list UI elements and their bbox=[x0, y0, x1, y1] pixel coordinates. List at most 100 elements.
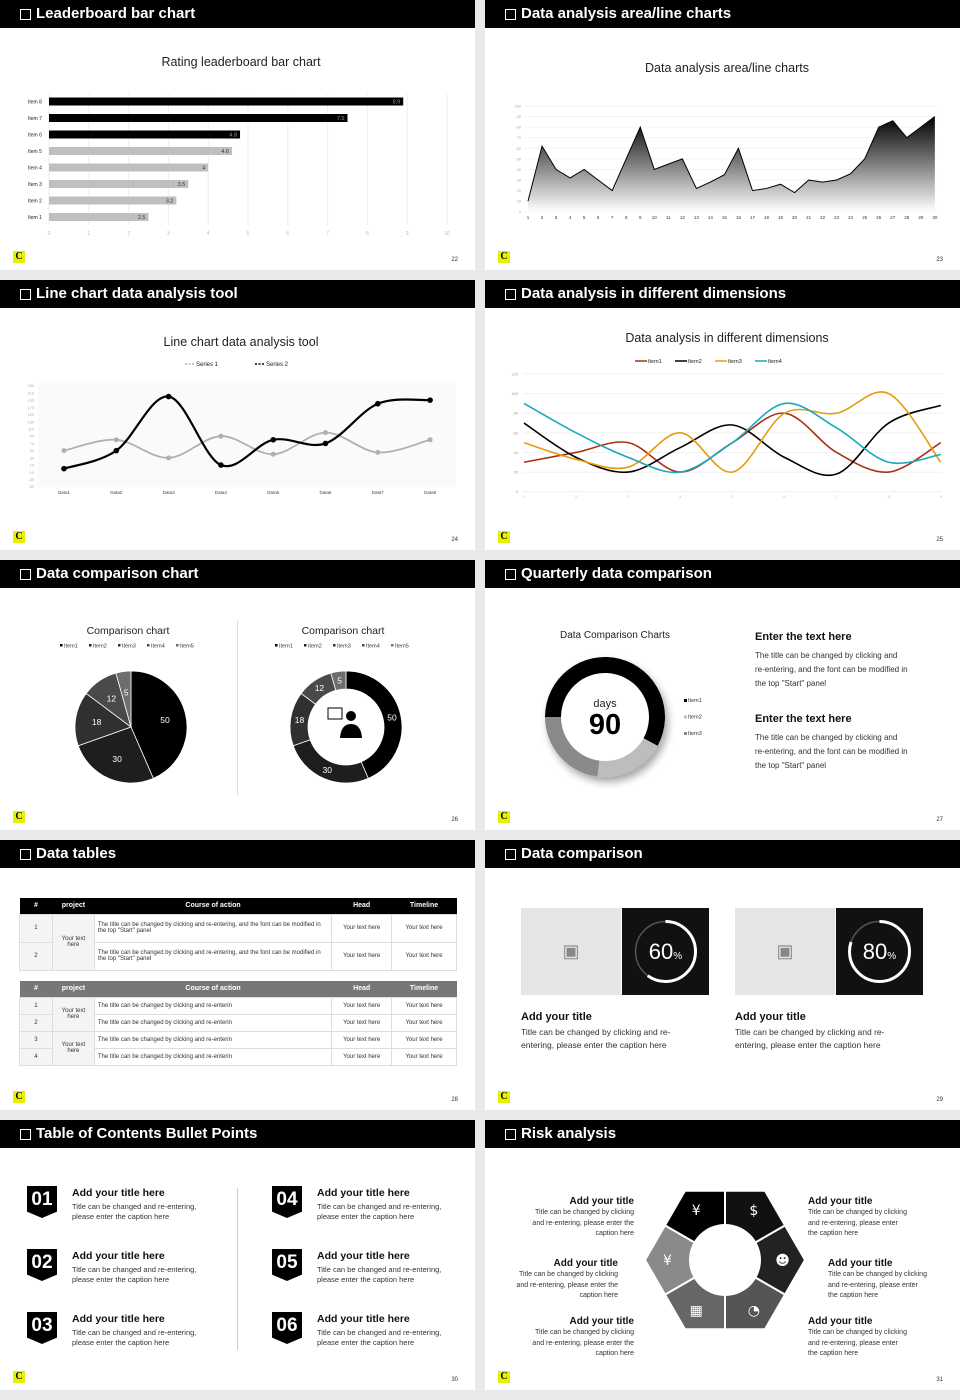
data-label: 12 bbox=[107, 693, 117, 703]
cell: 3 bbox=[19, 1030, 53, 1049]
table-row: 4 The title can be changed by clicking an… bbox=[19, 1047, 457, 1066]
y-tick-label: 130 bbox=[28, 420, 34, 424]
x-tick-label: 3 bbox=[627, 494, 630, 499]
x-tick-label: 4 bbox=[207, 231, 210, 237]
coins-icon: $ bbox=[749, 1203, 758, 1219]
data-label: 4 bbox=[202, 166, 205, 172]
table-row: 2 The title can be changed by clicking a… bbox=[19, 941, 457, 971]
y-tick-label: 230 bbox=[28, 384, 34, 388]
number-badge: 01 bbox=[27, 1186, 57, 1218]
caption-line: the caption here bbox=[808, 1230, 859, 1237]
legend-marker bbox=[118, 644, 121, 647]
data-label: 4.8 bbox=[229, 133, 237, 139]
center-hole bbox=[689, 1224, 761, 1296]
table-row: 1 Your text here The title can be changed … bbox=[19, 996, 457, 1032]
legend-label: Item1 bbox=[279, 644, 293, 650]
donut bbox=[545, 657, 665, 777]
page-number: 22 bbox=[451, 257, 458, 263]
legend-marker bbox=[89, 644, 92, 647]
data-point bbox=[166, 455, 172, 461]
x-tick-label: 12 bbox=[680, 215, 686, 220]
image-placeholder[interactable]: ▣ bbox=[521, 908, 621, 995]
donut-slice bbox=[597, 738, 658, 777]
caption-line: please enter the caption here bbox=[317, 1275, 415, 1284]
center-label: days bbox=[593, 698, 617, 710]
x-tick-label: 15 bbox=[722, 215, 728, 220]
x-tick-label: 27 bbox=[890, 215, 896, 220]
y-tick-label: Item 6 bbox=[28, 133, 42, 139]
legend-label: Item1 bbox=[688, 698, 702, 704]
square-bullet-icon bbox=[505, 1128, 516, 1140]
caption-line: Title can be changed by clicking bbox=[519, 1271, 618, 1278]
card-title: Add your title bbox=[735, 1011, 806, 1023]
y-tick-label: Item 8 bbox=[28, 100, 42, 106]
slide-header: Line chart data analysis tool bbox=[0, 280, 475, 308]
bar bbox=[49, 163, 209, 172]
slide-header: Leaderboard bar chart bbox=[0, 0, 475, 28]
cell: The title can be changed by clicking and… bbox=[93, 1047, 333, 1066]
x-tick-label: Data4 bbox=[215, 490, 228, 495]
table-row: 1 Your text here The title can be change… bbox=[19, 913, 457, 971]
x-tick-label: 6 bbox=[783, 494, 786, 499]
caption-line: entering, please enter the caption here bbox=[521, 1040, 667, 1050]
y-tick-label: 80 bbox=[517, 125, 522, 130]
legend-label: Item5 bbox=[180, 644, 194, 650]
x-tick-label: 7 bbox=[835, 494, 838, 499]
slide-title: Quarterly data comparison bbox=[521, 565, 712, 582]
number-badge: 03 bbox=[27, 1312, 57, 1344]
image-placeholder[interactable]: ▣ bbox=[735, 908, 835, 995]
y-tick-label: 60 bbox=[514, 430, 519, 435]
col-header: Course of action bbox=[185, 985, 241, 993]
line-chart: Line chart data analysis tool 230 210 190 17… bbox=[28, 335, 456, 495]
x-tick-label: 5 bbox=[583, 215, 586, 220]
risk-title: Add your title bbox=[808, 1316, 873, 1327]
logo: C bbox=[498, 811, 510, 823]
caption-line: please enter the caption here bbox=[72, 1275, 170, 1284]
slide-title: Data analysis area/line charts bbox=[521, 5, 732, 22]
item-title: Add your title here bbox=[72, 1187, 165, 1199]
slide-header: Quarterly data comparison bbox=[485, 560, 960, 588]
data-point bbox=[323, 430, 328, 436]
slide-title: Leaderboard bar chart bbox=[36, 5, 196, 22]
slide-header: Table of Contents Bullet Points bbox=[0, 1120, 475, 1148]
card-title: Add your title bbox=[521, 1011, 592, 1023]
percent-value: 80% bbox=[863, 939, 896, 964]
slide-comparison-pies: Comparison chart Item1 Item2 Item3 Item4 Item… bbox=[0, 560, 475, 830]
x-tick-label: 9 bbox=[639, 215, 642, 220]
caption-line: Title can be changed by clicking bbox=[828, 1271, 927, 1278]
series-line bbox=[523, 404, 942, 477]
donut-bg bbox=[545, 657, 665, 777]
y-tick-label: 40 bbox=[517, 167, 522, 172]
x-tick-label: Data3 bbox=[163, 490, 176, 495]
caption-line: Title can be changed by clicking bbox=[808, 1329, 907, 1336]
slide-quarterly: Data Comparison Charts days 90 Item1 Item2 It… bbox=[485, 560, 960, 830]
y-tick-label: 190 bbox=[28, 399, 34, 403]
cell: 1 bbox=[19, 996, 53, 1015]
legend-label: Item2 bbox=[688, 359, 702, 365]
x-tick-label: 26 bbox=[876, 215, 882, 220]
chart-title: Data analysis area/line charts bbox=[645, 61, 809, 75]
x-tick-label: 0 bbox=[48, 231, 51, 237]
legend-marker bbox=[684, 699, 687, 702]
data-point bbox=[61, 448, 67, 454]
number-badge: 04 bbox=[272, 1186, 302, 1218]
text-title: Enter the text here bbox=[755, 713, 852, 725]
legend-label: Item3 bbox=[122, 644, 136, 650]
data-label: 18 bbox=[295, 715, 305, 725]
series-line bbox=[523, 391, 942, 473]
caption-line: The title can be changed by clicking and bbox=[755, 733, 898, 742]
x-tick-label: 8 bbox=[888, 494, 891, 499]
data-label: 50 bbox=[160, 715, 170, 725]
logo: C bbox=[13, 1371, 25, 1383]
square-bullet-icon bbox=[20, 848, 31, 860]
slide-header: Risk analysis bbox=[485, 1120, 960, 1148]
yen-hand-icon: ¥ bbox=[663, 1253, 672, 1269]
cell: The title can be changed by clicking and… bbox=[93, 1013, 333, 1032]
caption-line: Title can be changed by clicking bbox=[808, 1209, 907, 1216]
cell: Your text here bbox=[51, 1030, 95, 1066]
x-tick-label: 10 bbox=[444, 231, 450, 237]
legend-marker bbox=[60, 644, 63, 647]
cell: 2 bbox=[19, 1013, 53, 1032]
x-tick-label: 21 bbox=[806, 215, 812, 220]
legend-label: Item3 bbox=[688, 731, 702, 737]
